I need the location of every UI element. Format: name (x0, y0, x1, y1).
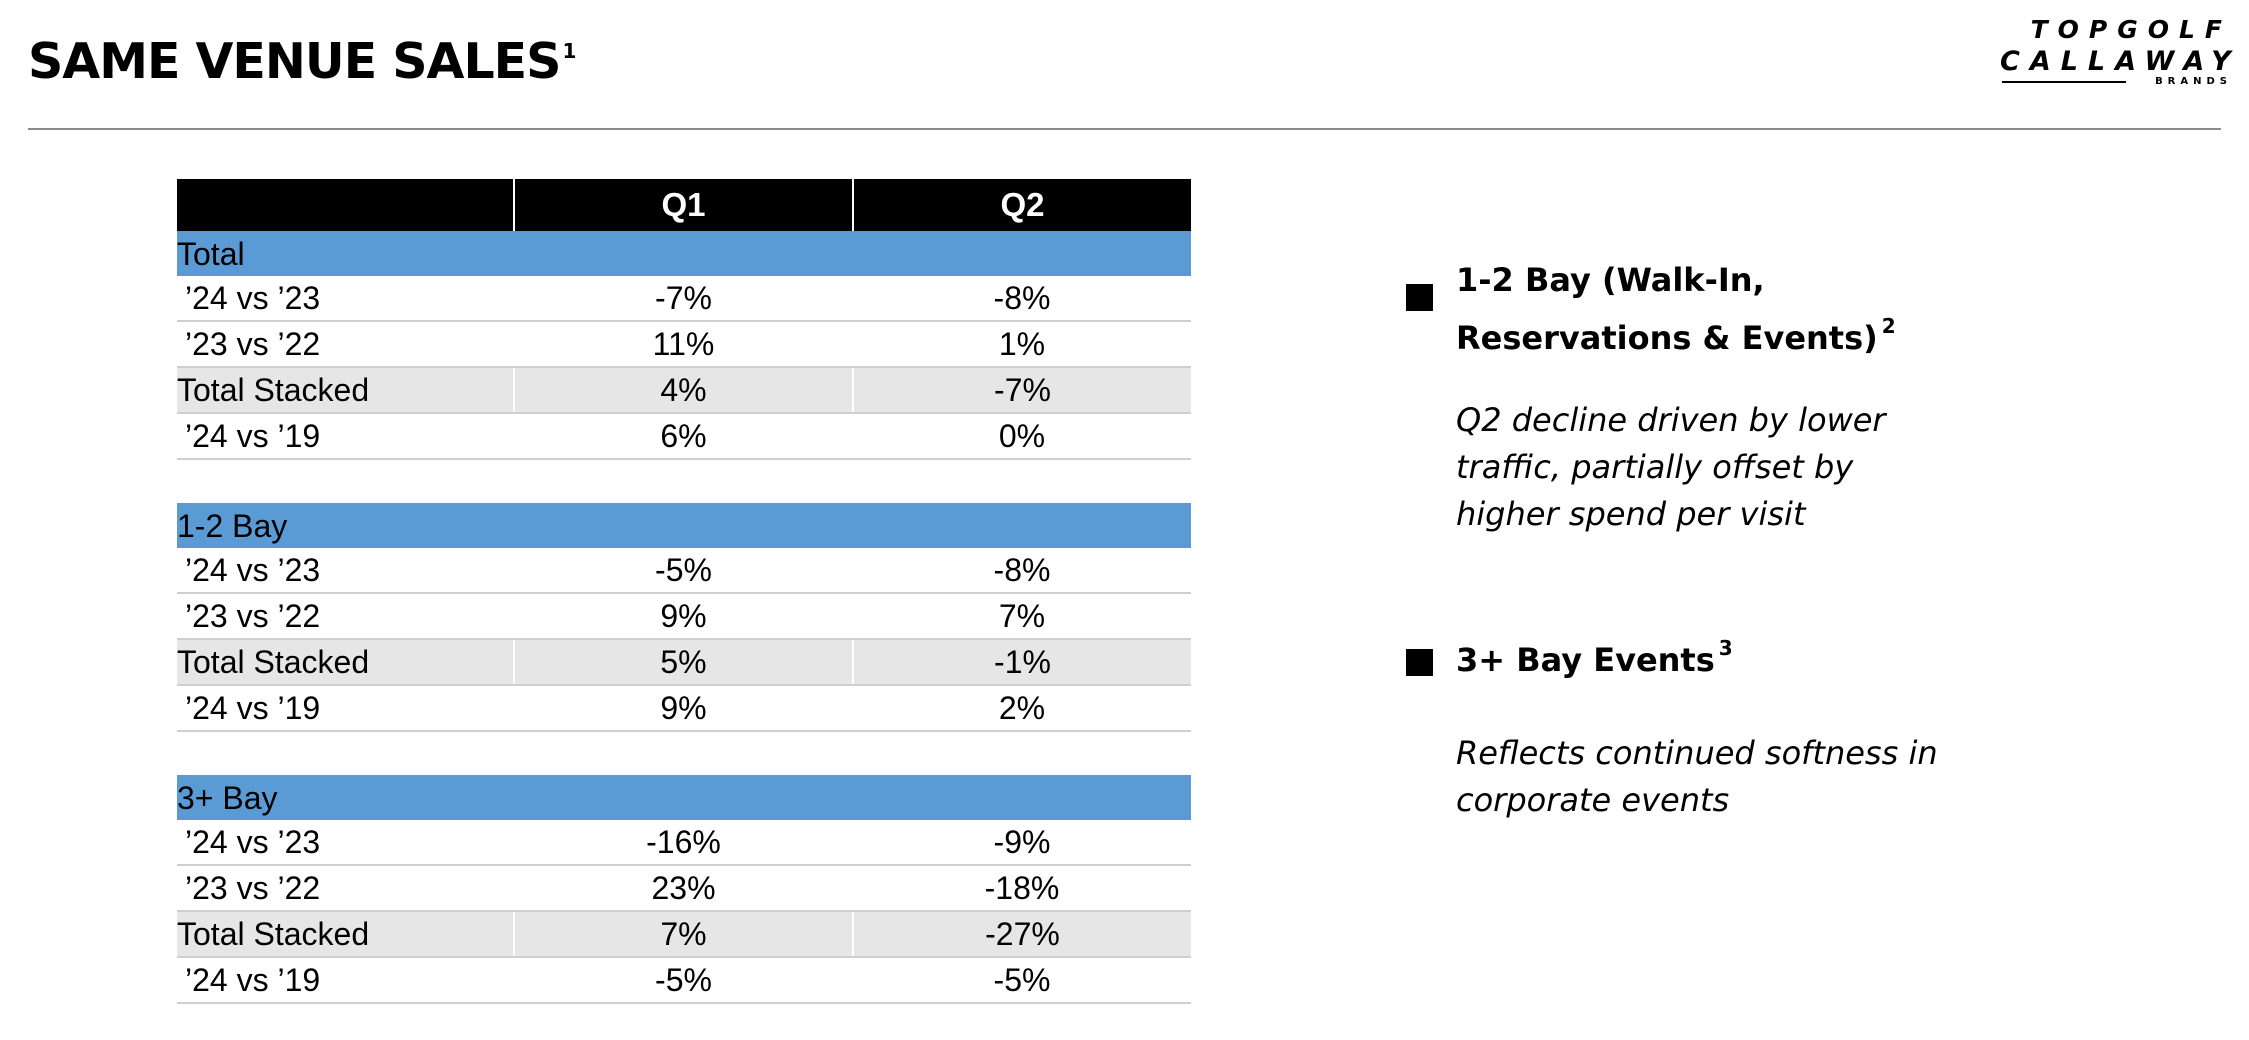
q1-value: 6% (514, 413, 853, 460)
table-row: ’24 vs ’23 -5% -8% (177, 548, 1191, 594)
bullet-square-icon (1406, 284, 1433, 311)
row-label: Total Stacked (177, 639, 514, 686)
section-spacer (177, 731, 1191, 775)
table-row: ’24 vs ’19 9% 2% (177, 685, 1191, 732)
q1-value: 23% (514, 865, 853, 912)
page-title-text: SAME VENUE SALES (28, 33, 561, 90)
q1-value: -5% (514, 548, 853, 594)
table-row: ’24 vs ’19 6% 0% (177, 413, 1191, 460)
commentary-heading-text: 1-2 Bay (Walk-In, Reservations & Events) (1456, 261, 1878, 357)
header-divider (28, 128, 2221, 130)
row-label: ’23 vs ’22 (177, 865, 514, 912)
section-title: 1-2 Bay (177, 503, 853, 548)
bullet-square-icon (1406, 649, 1433, 676)
table-row: ’24 vs ’23 -7% -8% (177, 276, 1191, 322)
commentary-body: Q2 decline driven by lower traffic, part… (1456, 401, 1886, 533)
row-label: ’23 vs ’22 (177, 321, 514, 368)
section-header-cell (853, 231, 1191, 276)
table-row: ’24 vs ’19 -5% -5% (177, 957, 1191, 1004)
logo-line-callaway: CALLAWAY (2000, 46, 2241, 77)
q2-value: -8% (853, 548, 1191, 594)
column-header-q1: Q1 (513, 179, 853, 231)
q2-value: -8% (853, 276, 1191, 322)
table-row: ’23 vs ’22 9% 7% (177, 593, 1191, 640)
table-body: Total ’24 vs ’23 -7% -8% ’23 vs ’22 11% 1% Tota… (177, 231, 1191, 1004)
q2-value: -1% (852, 639, 1191, 686)
logo-line-brands: BRANDS (2155, 76, 2232, 87)
row-label: ’24 vs ’19 (177, 957, 514, 1004)
q2-value: 1% (853, 321, 1191, 368)
commentary-body: Reflects continued softness in corporate… (1456, 734, 1938, 819)
column-header-label (177, 179, 514, 231)
row-label: ’24 vs ’19 (177, 413, 514, 460)
q1-value: 11% (514, 321, 853, 368)
row-label: ’24 vs ’23 (177, 276, 514, 322)
commentary-heading-text: 3+ Bay Events (1456, 641, 1715, 679)
same-venue-sales-table: Q1 Q2 Total ’24 vs ’23 -7% -8% ’23 vs ’22 11%… (177, 179, 1191, 1004)
table-header-row: Q1 Q2 (177, 179, 1191, 231)
q1-value: 9% (514, 685, 853, 732)
logo-line-topgolf: TOPGOLF (2030, 15, 2232, 44)
q2-value: 0% (853, 413, 1191, 460)
q2-value: -7% (852, 367, 1191, 414)
section-header-row: 3+ Bay (177, 775, 1191, 820)
table-row: ’23 vs ’22 11% 1% (177, 321, 1191, 368)
commentary-heading: 3+ Bay Events 3 (1456, 625, 1733, 683)
section-header-row: 1-2 Bay (177, 503, 1191, 548)
row-label: ’23 vs ’22 (177, 593, 514, 640)
q2-value: -5% (853, 957, 1191, 1004)
q2-value: -27% (852, 911, 1191, 958)
logo-rule (2002, 81, 2126, 83)
q1-value: 5% (513, 639, 853, 686)
table-row: Total Stacked 7% -27% (177, 911, 1191, 958)
section-title: Total (177, 231, 853, 276)
commentary-heading: 1-2 Bay (Walk-In, Reservations & Events)… (1456, 257, 1896, 361)
section-title: 3+ Bay (177, 775, 853, 820)
commentary-footnote: 3 (1718, 636, 1733, 660)
row-label: ’24 vs ’19 (177, 685, 514, 732)
table-row: ’23 vs ’22 23% -18% (177, 865, 1191, 912)
q1-value: -5% (514, 957, 853, 1004)
page-title: SAME VENUE SALES 1 (28, 18, 576, 95)
section-header-cell (853, 775, 1191, 820)
q2-value: 2% (853, 685, 1191, 732)
row-label: ’24 vs ’23 (177, 548, 514, 594)
q2-value: 7% (853, 593, 1191, 640)
table-row: Total Stacked 4% -7% (177, 367, 1191, 414)
q1-value: 7% (513, 911, 853, 958)
section-header-row: Total (177, 231, 1191, 276)
q1-value: -7% (514, 276, 853, 322)
table-row: Total Stacked 5% -1% (177, 639, 1191, 686)
table-row: ’24 vs ’23 -16% -9% (177, 820, 1191, 866)
section-header-cell (853, 503, 1191, 548)
q2-value: -9% (853, 820, 1191, 866)
column-header-q2: Q2 (852, 179, 1191, 231)
q1-value: 4% (513, 367, 853, 414)
row-label: ’24 vs ’23 (177, 820, 514, 866)
title-footnote: 1 (562, 39, 576, 63)
commentary-footnote: 2 (1881, 314, 1896, 338)
section-spacer (177, 459, 1191, 503)
q2-value: -18% (853, 865, 1191, 912)
row-label: Total Stacked (177, 911, 514, 958)
row-label: Total Stacked (177, 367, 514, 414)
q1-value: -16% (514, 820, 853, 866)
topgolf-callaway-logo: TOPGOLF CALLAWAY BRANDS (2000, 14, 2241, 87)
q1-value: 9% (514, 593, 853, 640)
